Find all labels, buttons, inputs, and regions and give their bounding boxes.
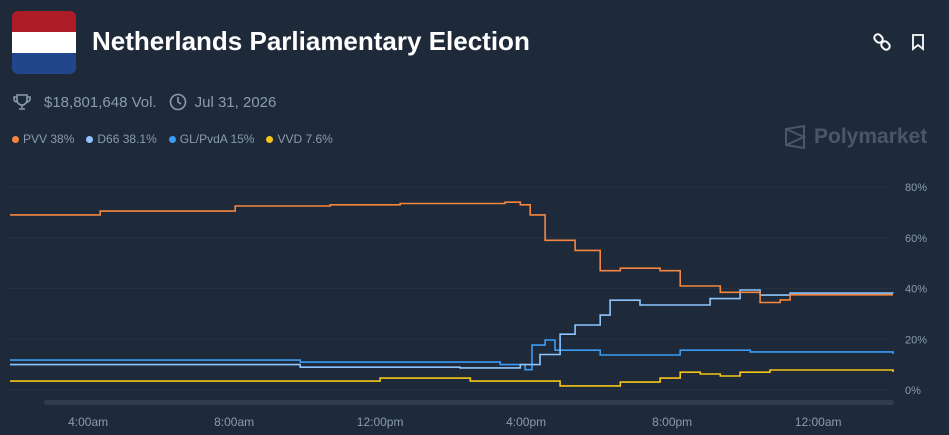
chart-legend: PVV 38% D66 38.1% GL/PvdA 15% VVD 7.6% bbox=[12, 132, 333, 146]
chart-scrollbar[interactable] bbox=[44, 400, 894, 405]
flag-stripe-white bbox=[12, 32, 76, 53]
polymarket-watermark: Polymarket bbox=[784, 125, 927, 149]
x-tick-label: 4:00pm bbox=[506, 415, 546, 429]
legend-item-gl-pvda: GL/PvdA 15% bbox=[168, 132, 254, 146]
price-chart[interactable]: 0% 20% 40% 60% 80% 4:00am 8:00am 12:00pm 4:00pm 8… bbox=[0, 160, 949, 435]
y-tick-label: 40% bbox=[905, 284, 927, 296]
x-tick-label: 8:00am bbox=[214, 415, 254, 429]
series-line-pvv bbox=[10, 201, 893, 304]
y-tick-label: 20% bbox=[905, 334, 927, 346]
trophy-icon bbox=[13, 94, 31, 110]
y-tick-label: 60% bbox=[905, 233, 927, 245]
end-date: Jul 31, 2026 bbox=[194, 93, 277, 111]
flag-stripe-blue bbox=[12, 53, 76, 74]
netherlands-flag bbox=[12, 11, 76, 74]
flag-stripe-red bbox=[12, 11, 76, 32]
bookmark-icon[interactable] bbox=[909, 33, 927, 51]
polymarket-logo-icon bbox=[785, 125, 806, 149]
page-title: Netherlands Parliamentary Election bbox=[92, 26, 530, 56]
x-tick-label: 4:00am bbox=[68, 415, 108, 429]
volume: $18,801,648 Vol. bbox=[44, 93, 157, 111]
y-tick-label: 0% bbox=[905, 385, 921, 397]
legend-item-d66: D66 38.1% bbox=[86, 132, 157, 146]
market-meta: $18,801,648 Vol. Jul 31, 2026 bbox=[12, 92, 276, 112]
series-line-vvd bbox=[10, 369, 894, 387]
legend-item-vvd: VVD 7.6% bbox=[266, 132, 333, 146]
x-tick-label: 8:00pm bbox=[652, 415, 692, 429]
y-tick-label: 80% bbox=[905, 182, 927, 194]
series-line-gl-pvda bbox=[10, 339, 894, 371]
clock-icon bbox=[169, 93, 186, 111]
x-tick-label: 12:00am bbox=[795, 415, 842, 429]
link-icon[interactable] bbox=[873, 33, 891, 51]
legend-item-pvv: PVV 38% bbox=[12, 132, 74, 146]
series-line-d66 bbox=[10, 289, 894, 369]
x-tick-label: 12:00pm bbox=[357, 415, 404, 429]
